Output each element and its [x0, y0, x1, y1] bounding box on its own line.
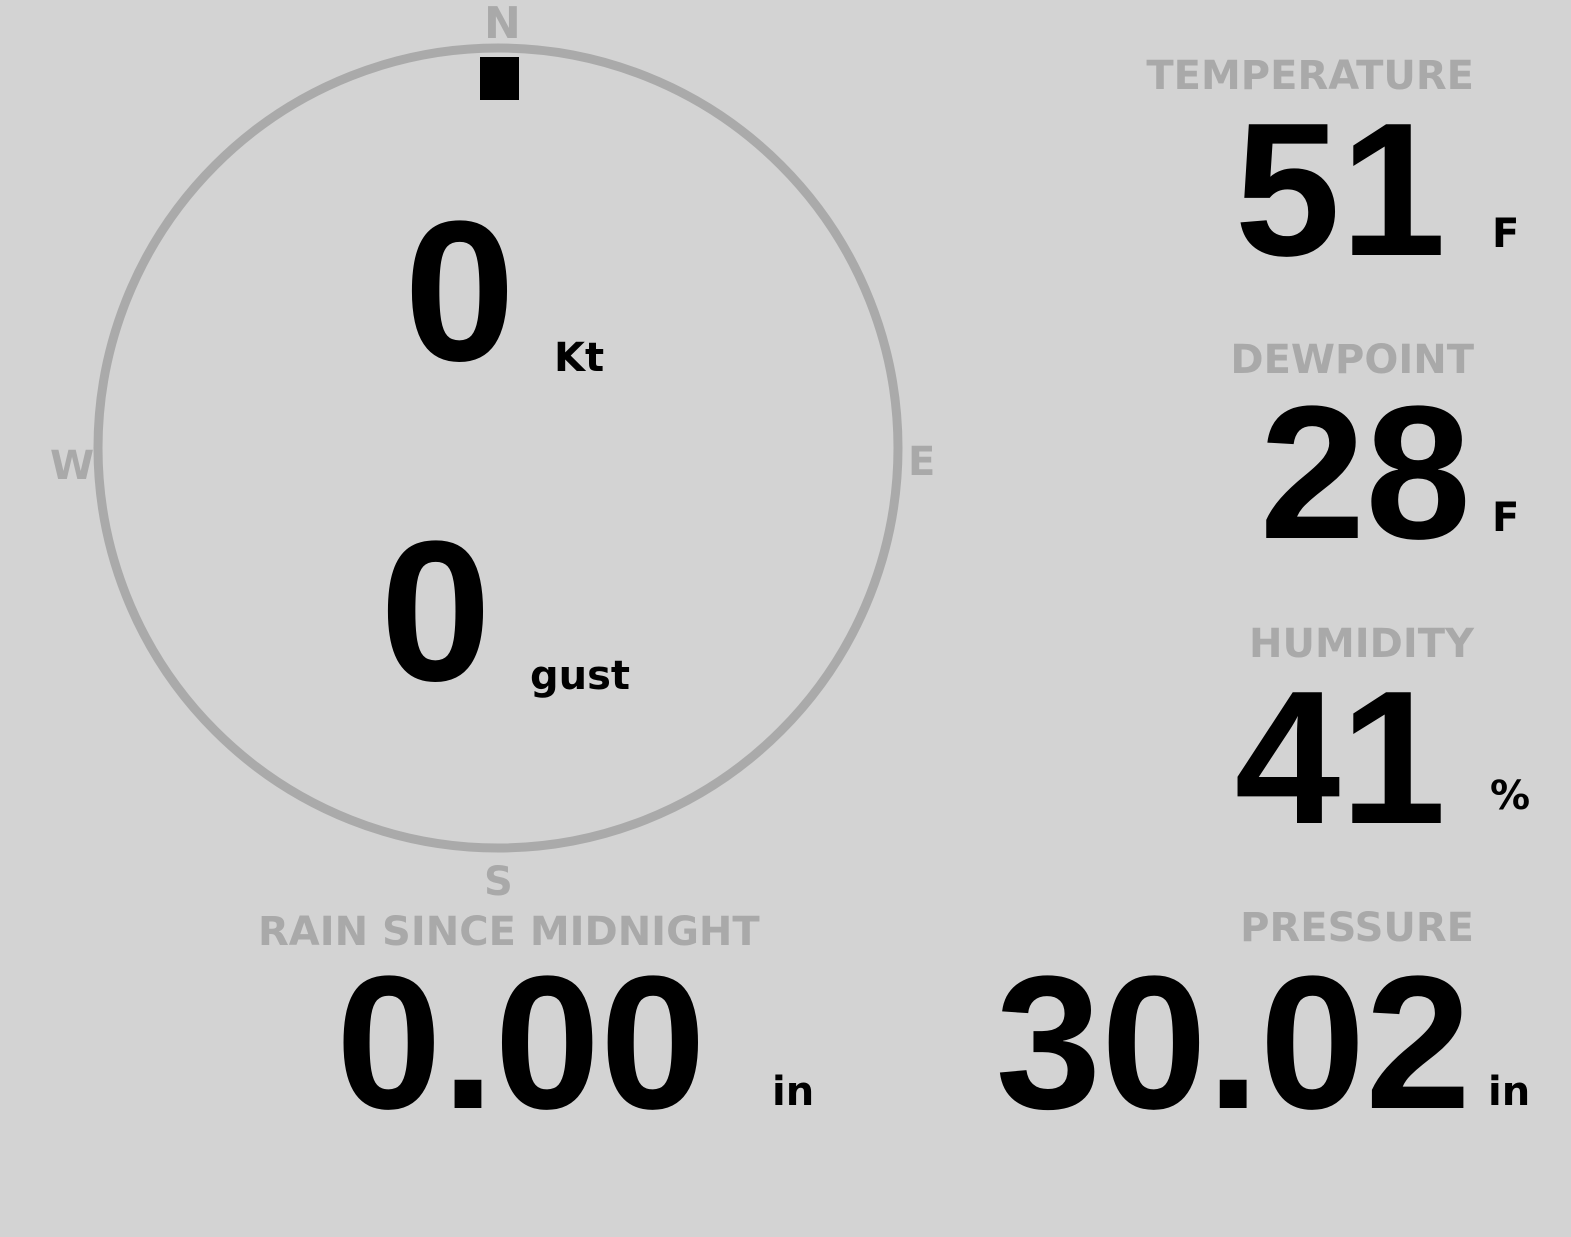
compass-ring: [93, 43, 903, 853]
pressure-label: PRESSURE: [1240, 905, 1474, 951]
humidity-value: 41: [1234, 652, 1446, 864]
pressure-value: 30.02: [995, 937, 1471, 1149]
wind-gust-value: 0: [380, 500, 492, 723]
wind-speed-value: 0: [404, 180, 516, 403]
rain-value: 0.00: [336, 937, 706, 1149]
wind-direction-marker: [480, 57, 519, 100]
compass-north: N: [484, 0, 521, 49]
humidity-label: HUMIDITY: [1249, 621, 1474, 667]
dewpoint-unit: F: [1492, 495, 1520, 541]
dewpoint-value: 28: [1259, 367, 1471, 579]
pressure-unit: in: [1488, 1069, 1531, 1115]
wind-speed-unit: Kt: [554, 335, 605, 381]
wind-gust-unit: gust: [530, 653, 631, 699]
temperature-unit: F: [1492, 211, 1520, 257]
rain-unit: in: [772, 1069, 815, 1115]
compass-south: S: [484, 859, 513, 905]
compass-west: W: [50, 443, 95, 489]
temperature-label: TEMPERATURE: [1146, 53, 1474, 99]
temperature-value: 51: [1234, 84, 1446, 296]
compass-east: E: [908, 439, 936, 485]
humidity-unit: %: [1490, 773, 1531, 819]
dewpoint-label: DEWPOINT: [1230, 337, 1474, 383]
rain-label: RAIN SINCE MIDNIGHT: [258, 909, 760, 955]
